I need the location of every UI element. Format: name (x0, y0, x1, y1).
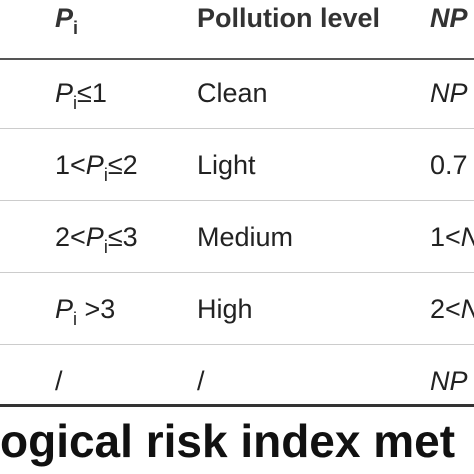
cell-text: Clean (197, 78, 268, 108)
table-cell: / (55, 368, 63, 395)
table-cell: 0.7 (430, 152, 468, 179)
cell-text: High (197, 294, 253, 324)
cell-text: Light (197, 150, 256, 180)
cell-text: NP (430, 366, 468, 396)
cell-text: Pollution level (197, 3, 381, 33)
cell-text: / (197, 366, 205, 396)
cell-text: P (55, 3, 74, 33)
table-cell: 1<N (430, 224, 474, 251)
cell-text: Medium (197, 222, 294, 252)
row-rule (0, 128, 474, 129)
table-cell: Light (197, 152, 256, 179)
cell-text: ≤3 (107, 222, 138, 252)
cell-text: 0.7 (430, 150, 468, 180)
table-cell: Clean (197, 80, 268, 107)
cell-text: 2< (430, 294, 461, 324)
cell-text: NP (430, 3, 468, 33)
cell-text: N (461, 222, 474, 252)
cell-text: i (73, 18, 79, 38)
table-cell: Pi≤1 (55, 78, 107, 113)
table-cell: 2<N (430, 296, 474, 323)
row-rule (0, 200, 474, 201)
header-cell: Pollution level (197, 5, 380, 32)
cell-text: 1< (430, 222, 461, 252)
header-rule (0, 58, 474, 60)
table-cell: 1<Pi≤2 (55, 150, 138, 185)
table-cell: NP (430, 368, 468, 395)
table-cell: High (197, 296, 253, 323)
cell-text: P (55, 294, 74, 324)
cell-text: P (55, 78, 74, 108)
cell-text: i (73, 93, 78, 113)
cell-text: NP (430, 78, 468, 108)
table-bottom-rule (0, 404, 474, 407)
cell-text: >3 (77, 294, 116, 324)
table-cell: Pi >3 (55, 294, 116, 329)
cell-text: i (103, 165, 108, 185)
cell-text: i (73, 309, 78, 329)
caption: ogical risk index met (0, 415, 456, 467)
row-rule (0, 272, 474, 273)
table-cell: Medium (197, 224, 293, 251)
cell-text: 1< (55, 150, 86, 180)
row-rule (0, 344, 474, 345)
table-cell: / (197, 368, 205, 395)
table-cell: NP (430, 80, 468, 107)
cell-text: ≤1 (77, 78, 107, 108)
cell-text: P (85, 150, 104, 180)
cell-text: i (103, 237, 108, 257)
cell-text: N (461, 294, 474, 324)
header-cell: NP (430, 5, 468, 32)
cell-text: P (85, 222, 104, 252)
header-cell: Pi (55, 3, 79, 38)
cell-text: ≤2 (107, 150, 138, 180)
cell-text: 2< (55, 222, 86, 252)
table-cell: 2<Pi≤3 (55, 222, 138, 257)
cell-text: / (55, 366, 63, 396)
